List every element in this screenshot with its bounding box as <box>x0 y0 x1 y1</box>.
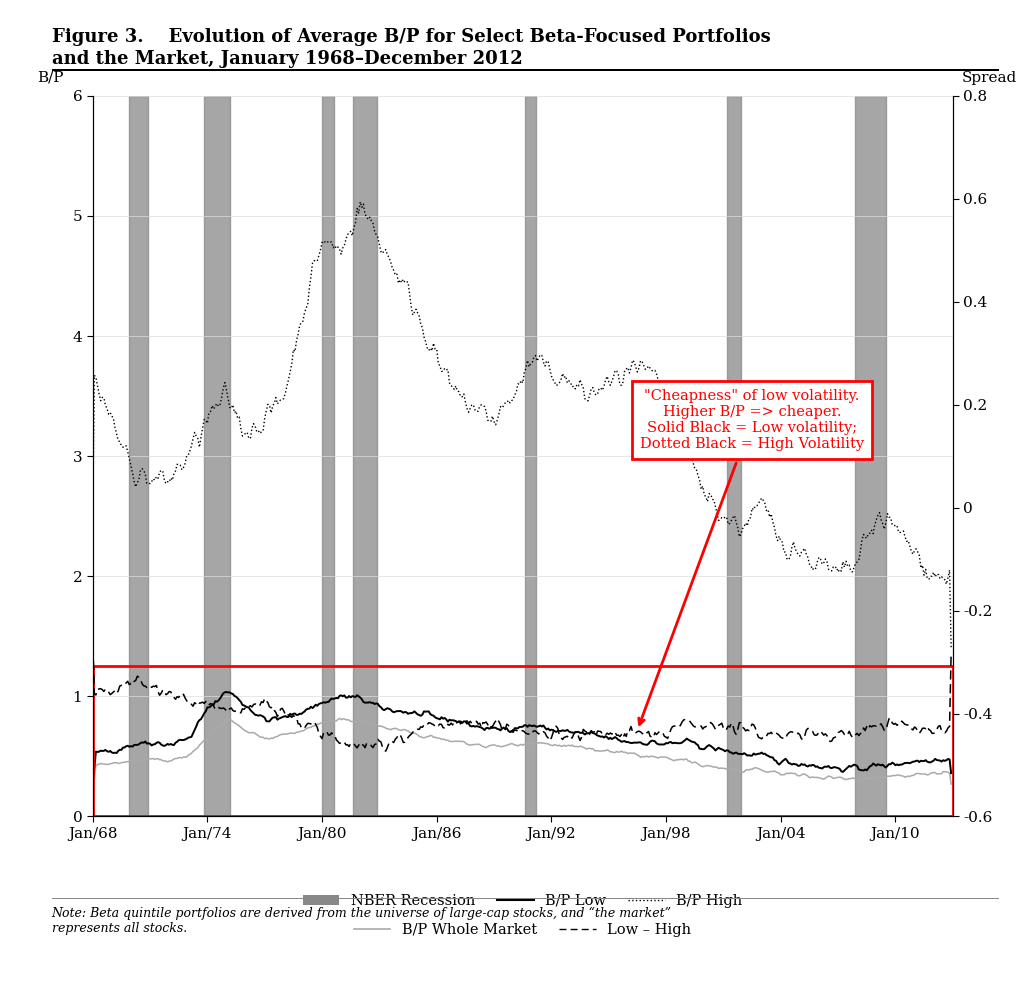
Text: Note: Beta quintile portfolios are derived from the universe of large-cap stocks: Note: Beta quintile portfolios are deriv… <box>52 907 672 935</box>
Bar <box>855 96 886 816</box>
Bar <box>204 96 231 816</box>
Bar <box>524 96 536 816</box>
Bar <box>322 96 334 816</box>
Text: Spread: Spread <box>962 71 1018 85</box>
Text: and the Market, January 1968–December 2012: and the Market, January 1968–December 20… <box>52 50 522 69</box>
Text: B/P: B/P <box>37 71 63 85</box>
Bar <box>352 96 377 816</box>
Bar <box>727 96 741 816</box>
Legend: B/P Whole Market, Low – High: B/P Whole Market, Low – High <box>348 917 697 942</box>
Bar <box>129 96 148 816</box>
Text: "Cheapness" of low volatility.
Higher B/P => cheaper.
Solid Black = Low volatili: "Cheapness" of low volatility. Higher B/… <box>639 389 864 725</box>
Text: Figure 3.    Evolution of Average B/P for Select Beta-Focused Portfolios: Figure 3. Evolution of Average B/P for S… <box>52 28 770 46</box>
